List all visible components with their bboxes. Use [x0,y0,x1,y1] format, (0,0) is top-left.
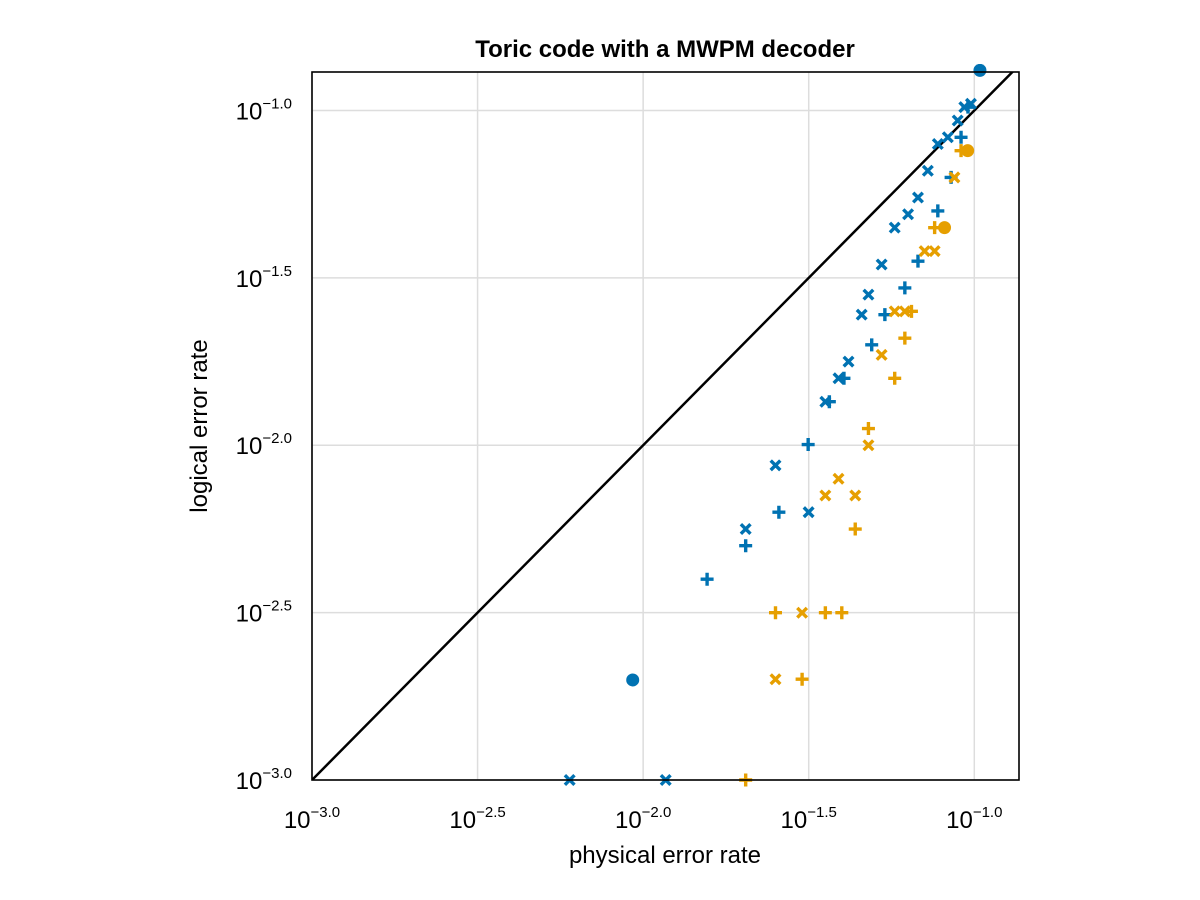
point-s5-9 [918,245,931,258]
point-s5-0 [769,673,782,686]
point-s4-9 [904,304,918,318]
x-tick-label-4: 10−1.0 [946,804,1002,834]
point-s4-1 [768,606,782,620]
point-s1-12 [954,130,968,144]
point-s1-0 [700,572,714,586]
x-tick-label-2: 10−2.0 [615,804,671,834]
plot-frame [311,71,1020,781]
point-s1-4 [822,395,836,409]
point-s4-5 [848,522,862,536]
point-s1-5 [837,371,851,385]
point-s5-3 [832,472,845,485]
point-s1-2 [772,505,786,519]
point-s3-0 [938,221,952,235]
y-tick-labels: 10−3.0 10−2.5 10−2.0 10−1.5 10−1.0 [236,95,292,795]
point-s2-10 [875,258,888,271]
point-s2-2 [739,523,752,536]
point-s4-6 [861,422,875,436]
point-s2-18 [958,101,971,114]
y-axis-label: logical error rate [186,339,213,512]
point-s1-6 [865,338,879,352]
reference-line [312,72,1015,780]
x-tick-label-1: 10−2.5 [449,804,505,834]
point-s2-19 [964,97,977,110]
point-s5-6 [875,348,888,361]
point-s5-1 [796,606,809,619]
x-tick-labels: 10−3.0 10−2.5 10−2.0 10−1.5 10−1.0 [284,804,1003,834]
point-s3-1 [961,144,975,158]
point-s1-8 [898,281,912,295]
point-s5-5 [862,439,875,452]
point-s4-4 [835,606,849,620]
point-s0-1 [973,64,987,77]
point-s2-5 [819,395,832,408]
point-s2-11 [888,221,901,234]
point-s4-2 [795,672,809,686]
data-points [563,64,987,787]
point-s0-0 [626,673,640,687]
diagonal-line [312,72,1015,780]
point-s2-6 [832,372,845,385]
point-s1-3 [801,438,815,452]
y-tick-label-4: 10−1.0 [236,95,292,125]
point-s2-3 [769,459,782,472]
point-s2-15 [931,137,944,150]
point-s4-7 [888,371,902,385]
point-s5-4 [849,489,862,502]
point-s2-17 [951,114,964,127]
point-s2-4 [802,506,815,519]
point-s2-7 [842,355,855,368]
y-tick-label-1: 10−2.5 [236,598,292,628]
point-s1-7 [878,308,892,322]
point-s2-12 [902,208,915,221]
point-s2-9 [862,288,875,301]
point-s2-13 [911,191,924,204]
point-s2-14 [921,164,934,177]
chart-title: Toric code with a MWPM decoder [475,36,855,63]
point-s4-8 [898,331,912,345]
point-s5-10 [928,245,941,258]
y-tick-label-0: 10−3.0 [236,765,292,795]
point-s2-16 [941,131,954,144]
x-tick-label-3: 10−1.5 [781,804,837,834]
x-tick-label-0: 10−3.0 [284,804,340,834]
x-axis-label: physical error rate [569,842,761,869]
point-s5-2 [819,489,832,502]
y-tick-label-2: 10−2.0 [236,430,292,460]
point-s1-9 [911,254,925,268]
point-s1-11 [944,170,958,184]
point-s5-8 [898,305,911,318]
point-s2-8 [855,308,868,321]
point-s4-3 [818,606,832,620]
point-s4-10 [928,221,942,235]
point-s5-11 [948,171,961,184]
point-s5-7 [888,305,901,318]
y-tick-label-3: 10−1.5 [236,263,292,293]
point-s1-10 [931,204,945,218]
point-s1-1 [739,539,753,553]
point-s4-11 [954,144,968,158]
